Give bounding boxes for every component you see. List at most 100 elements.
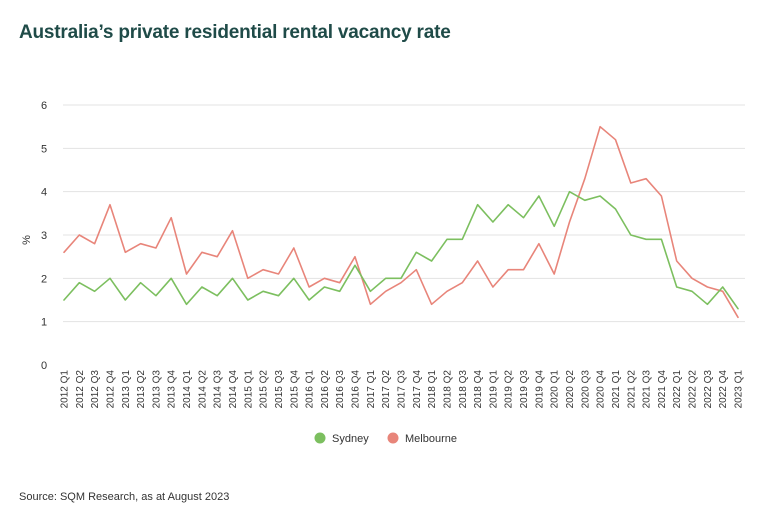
data-point-melbourne	[108, 203, 112, 207]
data-point-melbourne	[430, 302, 434, 306]
data-point-sydney	[629, 233, 633, 237]
data-point-sydney	[598, 194, 602, 198]
x-tick-label: 2020 Q1	[550, 370, 561, 409]
y-tick-label: 2	[41, 273, 47, 285]
x-tick-label: 2012 Q3	[90, 370, 101, 409]
source-note: Source: SQM Research, as at August 2023	[19, 491, 230, 503]
data-point-sydney	[522, 216, 526, 220]
x-tick-label: 2015 Q2	[259, 370, 270, 409]
x-tick-label: 2019 Q4	[534, 370, 545, 409]
data-point-melbourne	[231, 229, 235, 233]
data-point-melbourne	[276, 272, 280, 276]
data-point-melbourne	[460, 281, 464, 285]
data-point-sydney	[353, 263, 357, 267]
x-tick-label: 2012 Q2	[75, 370, 86, 409]
data-point-melbourne	[613, 138, 617, 142]
x-tick-label: 2022 Q2	[688, 370, 699, 409]
data-point-melbourne	[292, 246, 296, 250]
data-point-melbourne	[185, 272, 189, 276]
x-tick-label: 2014 Q1	[182, 370, 193, 409]
data-point-sydney	[705, 302, 709, 306]
x-tick-label: 2017 Q2	[381, 370, 392, 409]
data-point-melbourne	[338, 281, 342, 285]
data-point-melbourne	[705, 285, 709, 289]
x-tick-label: 2017 Q4	[412, 370, 423, 409]
data-point-melbourne	[445, 289, 449, 293]
data-point-melbourne	[568, 220, 572, 224]
data-point-melbourne	[123, 250, 127, 254]
data-point-melbourne	[690, 276, 694, 280]
y-tick-label: 4	[41, 187, 47, 199]
data-point-melbourne	[62, 250, 66, 254]
data-point-sydney	[368, 289, 372, 293]
data-point-sydney	[491, 220, 495, 224]
data-point-melbourne	[583, 177, 587, 181]
data-point-sydney	[476, 203, 480, 207]
data-point-sydney	[169, 276, 173, 280]
x-tick-label: 2019 Q2	[504, 370, 515, 409]
y-axis-ticks: 0 1 2 3 4 5 6	[41, 100, 47, 372]
data-point-melbourne	[77, 233, 81, 237]
x-tick-label: 2012 Q1	[60, 370, 71, 409]
data-point-sydney	[445, 237, 449, 241]
data-point-sydney	[93, 289, 97, 293]
x-tick-label: 2014 Q4	[228, 370, 239, 409]
x-tick-label: 2022 Q4	[718, 370, 729, 409]
legend-marker-sydney	[314, 432, 326, 444]
data-point-sydney	[77, 281, 81, 285]
data-point-melbourne	[169, 216, 173, 220]
data-point-sydney	[108, 276, 112, 280]
series-line-sydney	[63, 190, 739, 310]
x-tick-label: 2019 Q3	[519, 370, 530, 409]
data-point-sydney	[215, 294, 219, 298]
data-point-sydney	[185, 302, 189, 306]
x-axis-ticks: 2012 Q1 2012 Q2 2012 Q3 2012 Q4 2013 Q1 2013 …	[60, 370, 745, 409]
data-point-sydney	[200, 285, 204, 289]
data-point-melbourne	[506, 268, 510, 272]
x-tick-label: 2021 Q1	[611, 370, 622, 409]
y-tick-label: 3	[41, 230, 47, 242]
data-point-sydney	[384, 276, 388, 280]
x-tick-label: 2017 Q3	[397, 370, 408, 409]
data-point-sydney	[307, 298, 311, 302]
data-point-sydney	[338, 289, 342, 293]
x-tick-label: 2017 Q1	[366, 370, 377, 409]
data-point-melbourne	[200, 250, 204, 254]
x-tick-label: 2018 Q1	[427, 370, 438, 409]
legend: Sydney Melbourne	[314, 432, 457, 445]
data-point-melbourne	[644, 177, 648, 181]
x-tick-label: 2020 Q2	[565, 370, 576, 409]
data-point-melbourne	[93, 242, 97, 246]
data-point-sydney	[460, 237, 464, 241]
x-tick-label: 2022 Q3	[703, 370, 714, 409]
data-point-melbourne	[307, 285, 311, 289]
x-tick-label: 2013 Q3	[151, 370, 162, 409]
data-point-sydney	[613, 207, 617, 211]
x-tick-label: 2020 Q4	[596, 370, 607, 409]
data-point-melbourne	[736, 315, 740, 319]
data-point-sydney	[276, 294, 280, 298]
gridlines	[63, 104, 745, 323]
x-tick-label: 2015 Q1	[243, 370, 254, 409]
data-point-sydney	[506, 203, 510, 207]
data-point-melbourne	[414, 268, 418, 272]
data-point-melbourne	[139, 242, 143, 246]
data-point-melbourne	[322, 276, 326, 280]
legend-marker-melbourne	[387, 432, 399, 444]
x-tick-label: 2013 Q2	[136, 370, 147, 409]
legend-label-melbourne: Melbourne	[405, 433, 457, 445]
data-point-melbourne	[399, 281, 403, 285]
x-tick-label: 2018 Q4	[473, 370, 484, 409]
data-point-melbourne	[261, 268, 265, 272]
data-point-melbourne	[476, 259, 480, 263]
data-point-sydney	[414, 250, 418, 254]
y-tick-label: 1	[41, 317, 47, 329]
data-point-melbourne	[368, 302, 372, 306]
data-point-melbourne	[246, 276, 250, 280]
data-point-sydney	[399, 276, 403, 280]
y-axis-label: %	[21, 235, 33, 245]
data-point-melbourne	[522, 268, 526, 272]
x-tick-label: 2013 Q1	[121, 370, 132, 409]
y-tick-label: 6	[41, 100, 47, 112]
data-point-melbourne	[598, 125, 602, 129]
